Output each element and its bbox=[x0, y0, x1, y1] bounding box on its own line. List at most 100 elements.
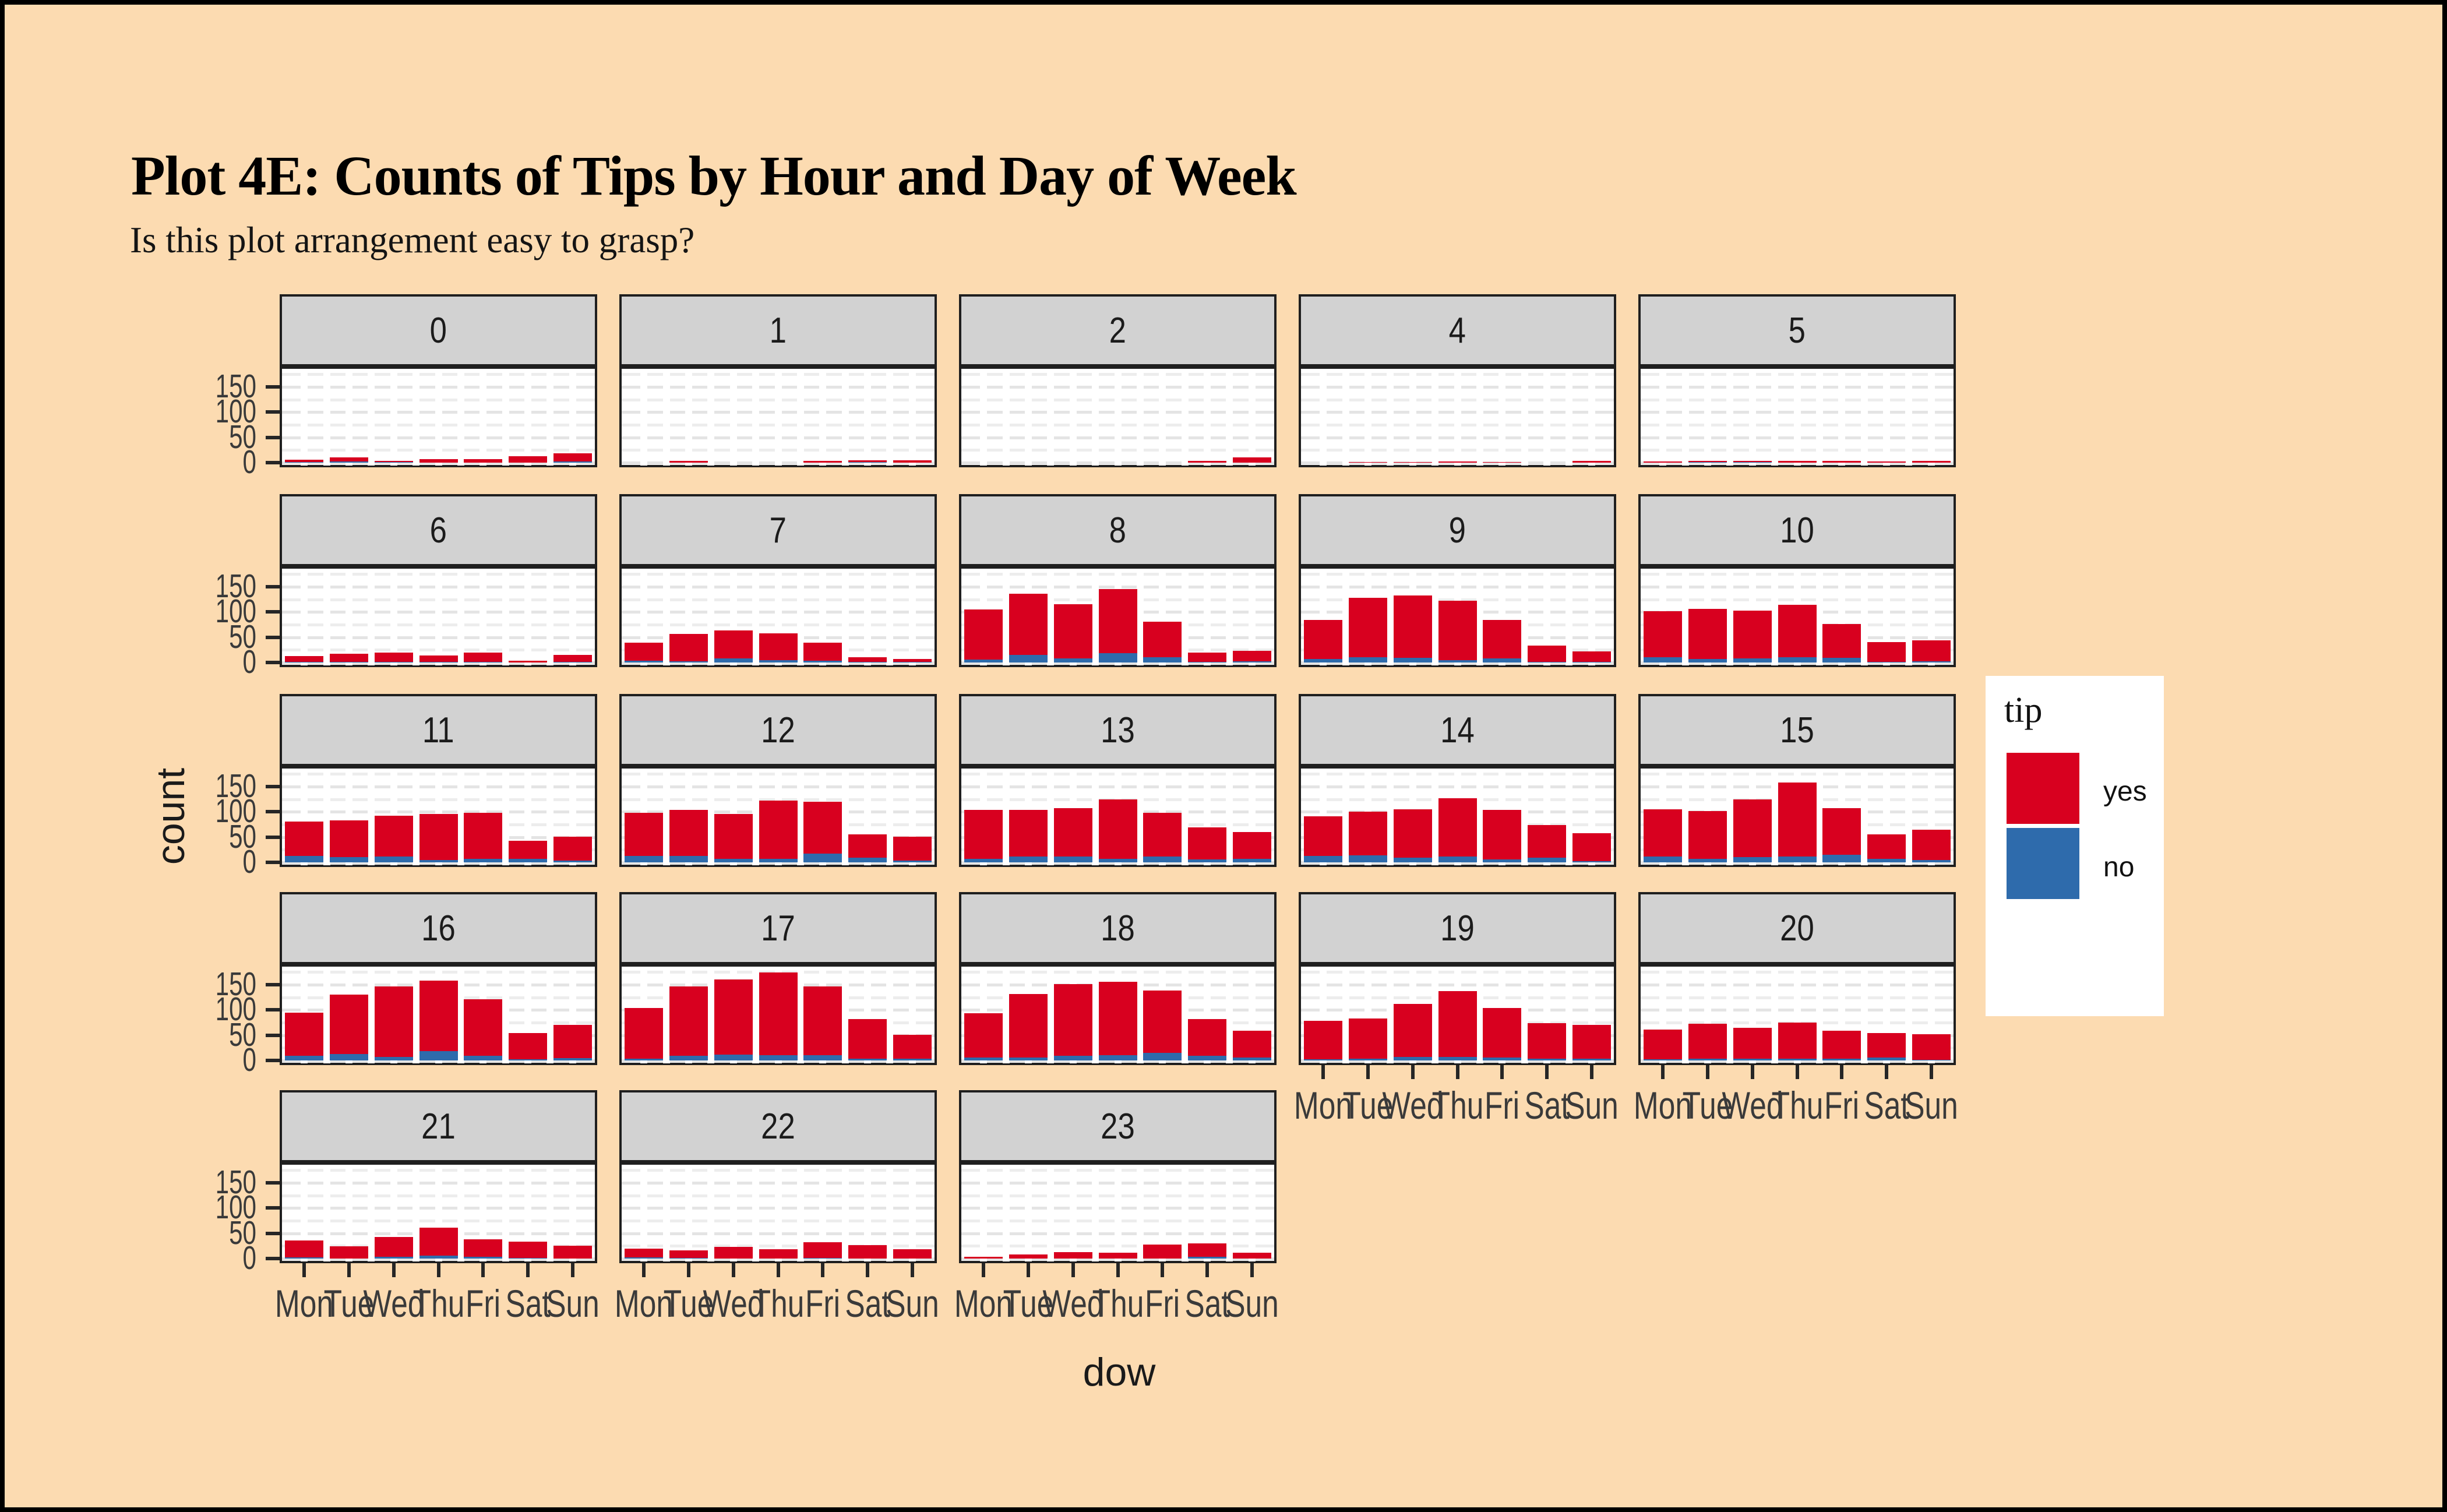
gridline-gap bbox=[1682, 769, 1689, 865]
gridline-gap bbox=[1047, 967, 1054, 1063]
bar-no bbox=[1349, 1059, 1387, 1060]
gridline-gap bbox=[1047, 569, 1054, 665]
bar-yes bbox=[1233, 1253, 1271, 1259]
x-tick bbox=[571, 1263, 574, 1277]
facet-strip-label: 10 bbox=[1780, 510, 1814, 551]
bar-yes bbox=[553, 453, 592, 461]
y-tick bbox=[266, 861, 280, 864]
x-tick-label: Sun bbox=[1565, 1084, 1619, 1127]
gridline-gap bbox=[1431, 769, 1438, 865]
gridline-gap bbox=[1816, 769, 1823, 865]
bar-yes bbox=[964, 810, 1003, 859]
x-tick bbox=[821, 1263, 824, 1277]
bar-yes bbox=[1528, 1023, 1566, 1059]
gridline-gap bbox=[1342, 967, 1349, 1063]
gridline-gap bbox=[1476, 569, 1483, 665]
gridline-gap bbox=[1861, 769, 1868, 865]
gridline-gap bbox=[1047, 369, 1054, 466]
x-tick bbox=[392, 1263, 396, 1277]
gridline-gap bbox=[368, 769, 375, 865]
bar-yes bbox=[1644, 461, 1682, 463]
bar-yes bbox=[714, 630, 753, 658]
bar-yes bbox=[1778, 605, 1817, 657]
gridline-gap bbox=[412, 769, 419, 865]
x-tick-label: Sat bbox=[1184, 1282, 1230, 1325]
facet-panel bbox=[959, 766, 1277, 867]
gridline-gap bbox=[1226, 569, 1233, 665]
gridline-gap bbox=[1226, 1165, 1233, 1261]
bar-yes bbox=[893, 460, 932, 463]
bar-yes bbox=[848, 460, 887, 462]
gridline-gap bbox=[707, 769, 714, 865]
gridline-gap bbox=[864, 369, 871, 466]
gridline-gap bbox=[663, 1165, 670, 1261]
gridline-gap bbox=[1521, 967, 1528, 1063]
gridline-gap bbox=[1342, 769, 1349, 865]
bar-yes bbox=[1009, 594, 1048, 655]
gridline-gap bbox=[1861, 369, 1868, 466]
bar-yes bbox=[1099, 1253, 1137, 1259]
facet-strip-label: 6 bbox=[429, 510, 447, 551]
gridline-gap bbox=[797, 769, 804, 865]
bar-yes bbox=[1188, 1243, 1226, 1257]
x-tick-label: Fri bbox=[805, 1282, 841, 1325]
x-tick bbox=[1366, 1065, 1370, 1079]
x-tick-label: Mon bbox=[1293, 1084, 1353, 1127]
gridline-gap bbox=[1115, 369, 1122, 466]
x-tick bbox=[1456, 1065, 1459, 1079]
facet-strip: 0 bbox=[280, 294, 597, 366]
gridline-gap bbox=[752, 1165, 759, 1261]
gridline-gap bbox=[1565, 569, 1572, 665]
gridline-gap bbox=[730, 1165, 737, 1261]
x-tick-label: Thu bbox=[1771, 1084, 1824, 1127]
facet-panel bbox=[280, 1162, 597, 1263]
bar-yes bbox=[1438, 991, 1477, 1057]
x-tick-label: Mon bbox=[954, 1282, 1013, 1325]
facet-strip: 18 bbox=[959, 892, 1277, 964]
bar-yes bbox=[1912, 461, 1951, 463]
x-tick bbox=[732, 1263, 735, 1277]
y-tick bbox=[266, 836, 280, 839]
bar-yes bbox=[330, 995, 368, 1054]
gridline-gap bbox=[569, 569, 576, 665]
bar-no bbox=[759, 859, 798, 862]
bar-yes bbox=[1349, 462, 1387, 463]
bar-no bbox=[1483, 1058, 1521, 1060]
bar-yes bbox=[1233, 457, 1271, 463]
gridline-gap bbox=[752, 967, 759, 1063]
gridline-gap bbox=[909, 1165, 916, 1261]
facet-panel bbox=[959, 964, 1277, 1065]
gridline-gap bbox=[1749, 369, 1756, 466]
x-tick-label: Wed bbox=[1042, 1282, 1104, 1325]
bar-yes bbox=[553, 655, 592, 662]
x-tick-label: Fri bbox=[1144, 1282, 1180, 1325]
bar-no bbox=[1438, 1057, 1477, 1060]
gridline-gap bbox=[457, 369, 464, 466]
bar-no bbox=[1233, 661, 1271, 662]
x-tick-label: Thu bbox=[412, 1282, 465, 1325]
bar-no bbox=[1822, 855, 1861, 862]
gridline-gap bbox=[1476, 769, 1483, 865]
gridline-gap bbox=[323, 769, 330, 865]
bar-no bbox=[330, 461, 368, 463]
x-tick bbox=[1161, 1263, 1164, 1277]
bar-yes bbox=[1099, 589, 1137, 653]
bar-yes bbox=[1054, 604, 1092, 658]
gridline-gap bbox=[412, 1165, 419, 1261]
x-tick-label: Mon bbox=[1633, 1084, 1693, 1127]
bar-yes bbox=[509, 661, 547, 662]
gridline-gap bbox=[569, 1165, 576, 1261]
gridline-gap bbox=[1342, 369, 1349, 466]
facet-strip-label: 20 bbox=[1780, 908, 1814, 949]
gridline-gap bbox=[640, 1165, 647, 1261]
bar-yes bbox=[375, 461, 413, 462]
gridline-gap bbox=[412, 369, 419, 466]
gridline-gap bbox=[1182, 569, 1189, 665]
y-tick bbox=[266, 983, 280, 986]
gridline-gap bbox=[1588, 369, 1595, 466]
bar-yes bbox=[1304, 1021, 1342, 1059]
bar-no bbox=[1394, 858, 1432, 862]
bar-no bbox=[803, 1055, 842, 1060]
bar-no bbox=[1688, 462, 1727, 463]
bar-yes bbox=[1572, 833, 1611, 861]
